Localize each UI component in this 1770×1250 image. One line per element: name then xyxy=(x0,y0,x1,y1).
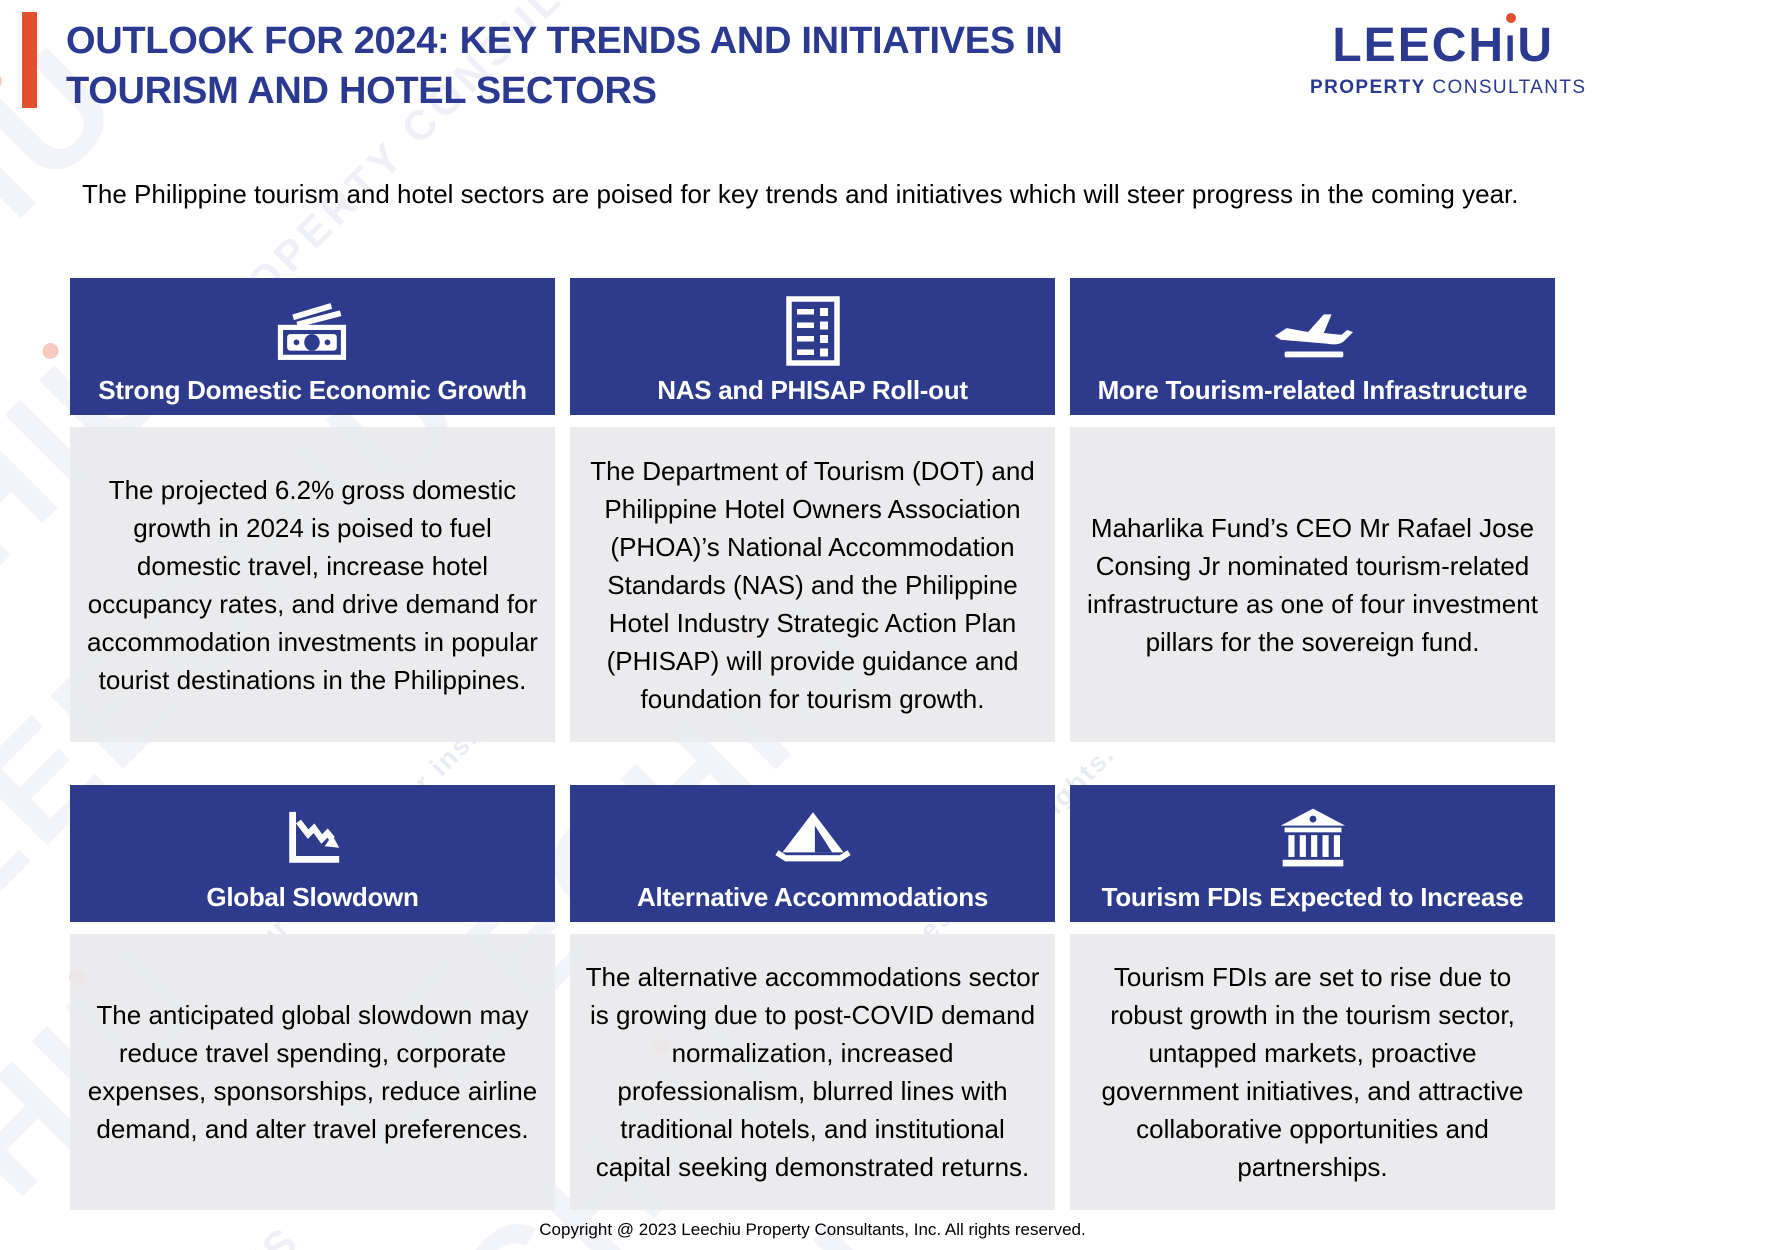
card-body: The anticipated global slowdown may redu… xyxy=(70,934,555,1210)
copyright: Copyright @ 2023 Leechiu Property Consul… xyxy=(539,1220,1086,1239)
card-header: More Tourism-related Infrastructure xyxy=(1070,278,1555,415)
card-header: Tourism FDIs Expected to Increase xyxy=(1070,785,1555,922)
intro-text: The Philippine tourism and hotel sectors… xyxy=(82,179,1519,209)
card-body-text: The projected 6.2% gross domestic growth… xyxy=(87,474,538,695)
logo-tagline: PROPERTY CONSULTANTS xyxy=(1310,77,1585,99)
card-header: Strong Domestic Economic Growth xyxy=(70,278,555,415)
card-body: The projected 6.2% gross domestic growth… xyxy=(70,427,555,742)
checklist-icon xyxy=(785,295,841,367)
card-title: Tourism FDIs Expected to Increase xyxy=(1101,882,1524,912)
logo-tagline-bold: PROPERTY xyxy=(1310,77,1426,98)
logo-wordmark: LEECH IU xyxy=(1310,13,1554,75)
banknotes-icon xyxy=(273,300,353,362)
card-body-text: The anticipated global slowdown may redu… xyxy=(87,1000,538,1144)
page-title: OUTLOOK FOR 2024: KEY TRENDS AND INITIAT… xyxy=(66,16,1063,116)
logo-text-start: LEECH xyxy=(1332,19,1506,72)
logo-tagline-regular: CONSULTANTS xyxy=(1432,77,1587,98)
card-tourism-fdis-expected-to-increase: Tourism FDIs Expected to Increase Touris… xyxy=(1070,785,1555,1210)
card-body: Maharlika Fund’s CEO Mr Rafael Jose Cons… xyxy=(1070,427,1555,742)
card-global-slowdown: Global Slowdown The anticipated global s… xyxy=(70,785,555,1210)
bank-icon xyxy=(1277,806,1349,870)
card-body-text: The alternative accommodations sector is… xyxy=(585,962,1040,1182)
page-title-line1: OUTLOOK FOR 2024: KEY TRENDS AND INITIAT… xyxy=(66,20,1063,62)
title-accent-bar xyxy=(22,12,37,108)
card-title: Global Slowdown xyxy=(206,882,419,912)
card-icon-wrap xyxy=(785,278,841,375)
logo-text-end: U xyxy=(1517,19,1554,72)
logo-i-dot xyxy=(1506,13,1517,23)
tent-icon xyxy=(771,808,855,868)
logo-letter-i: I xyxy=(1505,13,1518,75)
card-body: The Department of Tourism (DOT) and Phil… xyxy=(570,427,1055,742)
card-strong-domestic-economic-growth: Strong Domestic Economic Growth The proj… xyxy=(70,278,555,742)
card-more-tourism-related-infrastructure: More Tourism-related Infrastructure Maha… xyxy=(1070,278,1555,742)
card-icon-wrap xyxy=(1277,785,1349,882)
logo-i-glyph: I xyxy=(1505,28,1518,69)
card-body-text: Tourism FDIs are set to rise due to robu… xyxy=(1101,962,1524,1182)
card-header: Global Slowdown xyxy=(70,785,555,922)
card-body: Tourism FDIs are set to rise due to robu… xyxy=(1070,934,1555,1210)
card-body-text: The Department of Tourism (DOT) and Phil… xyxy=(590,455,1035,714)
leechiu-logo: LEECH IU PROPERTY CONSULTANTS xyxy=(1310,13,1585,99)
page-title-line2: TOURISM AND HOTEL SECTORS xyxy=(66,70,657,112)
card-title: NAS and PHISAP Roll-out xyxy=(657,375,968,405)
card-title: Strong Domestic Economic Growth xyxy=(98,375,527,405)
card-nas-and-phisap-roll-out: NAS and PHISAP Roll-out The Department o… xyxy=(570,278,1055,742)
card-icon-wrap xyxy=(1269,278,1357,375)
cards-grid: Strong Domestic Economic Growth The proj… xyxy=(70,278,1555,1210)
card-header: Alternative Accommodations xyxy=(570,785,1055,922)
card-alternative-accommodations: Alternative Accommodations The alternati… xyxy=(570,785,1055,1210)
declining-chart-icon xyxy=(281,805,345,871)
card-icon-wrap xyxy=(273,278,353,375)
card-icon-wrap xyxy=(771,785,855,882)
card-title: Alternative Accommodations xyxy=(637,882,988,912)
card-header: NAS and PHISAP Roll-out xyxy=(570,278,1055,415)
card-body-text: Maharlika Fund’s CEO Mr Rafael Jose Cons… xyxy=(1087,512,1538,657)
plane-departure-icon xyxy=(1269,302,1357,360)
card-body: The alternative accommodations sector is… xyxy=(570,934,1055,1210)
card-title: More Tourism-related Infrastructure xyxy=(1097,375,1528,405)
card-icon-wrap xyxy=(281,785,345,882)
